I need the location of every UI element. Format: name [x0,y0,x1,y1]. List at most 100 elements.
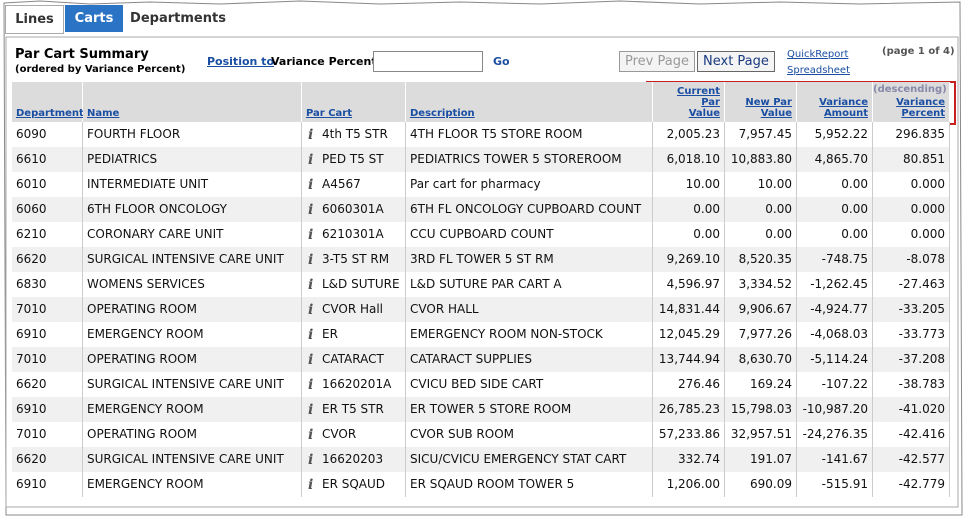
table-cell: 0.000 [873,197,950,222]
info-icon[interactable]: i [308,402,314,418]
position-link[interactable]: Position to [207,55,274,68]
table-cell: 6610 [12,147,83,172]
column-header[interactable]: Variance Amount [797,82,873,122]
tab[interactable]: Lines [5,5,64,34]
table-cell: CVICU BED SIDE CART [406,372,653,397]
table-cell: CORONARY CARE UNIT [83,222,302,247]
table-cell: 5,952.22 [797,122,873,147]
info-icon[interactable]: i [308,252,314,268]
table-cell: EMERGENCY ROOM NON-STOCK [406,322,653,347]
table-cell: 6090 [12,122,83,147]
table-cell: -4,924.77 [797,297,873,322]
column-header-text[interactable]: Par Cart [306,108,353,119]
column-header-text[interactable]: Variance Percent [896,97,945,119]
info-icon[interactable]: i [308,427,314,443]
table-cell: OPERATING ROOM [83,422,302,447]
table-cell: 332.74 [653,447,725,472]
table-cell: -141.67 [797,447,873,472]
table-cell: 57,233.86 [653,422,725,447]
table-cell: 12,045.29 [653,322,725,347]
table-cell: 14,831.44 [653,297,725,322]
info-icon[interactable]: i [308,177,314,193]
table-cell: 0.00 [797,197,873,222]
table-cell: SICU/CVICU EMERGENCY STAT CART [406,447,653,472]
tab-active[interactable]: Carts [65,5,123,32]
column-header-text[interactable]: Name [87,108,120,119]
table-cell: ER SQAUD ROOM TOWER 5 [406,472,653,497]
info-icon[interactable]: i [308,477,314,493]
table-cell: CATARACT [302,347,406,372]
position-input[interactable] [373,51,483,72]
table-cell: CCU CUPBOARD COUNT [406,222,653,247]
table-cell: ER [302,322,406,347]
table-cell: 3-T5 ST RM [302,247,406,272]
table-cell: 276.46 [653,372,725,397]
column-header[interactable]: Name [83,82,302,122]
go-button[interactable]: Go [493,55,510,68]
info-icon[interactable]: i [308,152,314,168]
table-cell: 4th T5 STR [302,122,406,147]
column-header-text[interactable]: Variance Amount [819,97,868,119]
column-header-text[interactable]: New Par Value [745,97,792,119]
column-header[interactable]: Variance Percent [873,82,950,122]
table-cell: CVOR HALL [406,297,653,322]
spreadsheet[interactable]: Spreadsheet [787,65,850,76]
table-cell: 7,977.26 [725,322,797,347]
info-icon[interactable]: i [308,452,314,468]
table-cell: 6910 [12,322,83,347]
info-icon[interactable]: i [308,202,314,218]
table-cell: CATARACT SUPPLIES [406,347,653,372]
table-cell: -37.208 [873,347,950,372]
table-cell: INTERMEDIATE UNIT [83,172,302,197]
column-header-text[interactable]: Description [410,108,475,119]
column-header-text[interactable]: Current Par Value [676,86,720,119]
table-cell: -10,987.20 [797,397,873,422]
table-cell: ER T5 STR [302,397,406,422]
table-cell: 6210 [12,222,83,247]
table-cell: EMERGENCY ROOM [83,322,302,347]
info-icon[interactable]: i [308,127,314,143]
table-cell: 15,798.03 [725,397,797,422]
table-cell: ER TOWER 5 STORE ROOM [406,397,653,422]
table-cell: -42.577 [873,447,950,472]
info-icon[interactable]: i [308,302,314,318]
column-header-text[interactable]: Department [16,108,84,119]
table-cell: L&D SUTURE [302,272,406,297]
column-header[interactable]: Department [12,82,84,122]
table-cell: SURGICAL INTENSIVE CARE UNIT [83,447,302,472]
next-button[interactable]: Next Page [697,51,775,72]
column-header[interactable]: Description [406,82,653,122]
table-cell: 191.07 [725,447,797,472]
info-icon[interactable]: i [308,352,314,368]
table-cell: 6,018.10 [653,147,725,172]
table-cell: 6620 [12,247,83,272]
table-cell: -42.779 [873,472,950,497]
table-cell: CVOR SUB ROOM [406,422,653,447]
table-cell: 0.00 [797,172,873,197]
info-icon[interactable]: i [308,277,314,293]
table-cell: 0.000 [873,222,950,247]
tab[interactable]: Departments [130,11,226,26]
column-header[interactable]: Current Par Value [653,82,725,122]
info-icon[interactable]: i [308,227,314,243]
table-cell: A4567 [302,172,406,197]
column-header[interactable]: Par Cart [302,82,406,122]
info-icon[interactable]: i [308,377,314,393]
prev-button[interactable]: Prev Page [619,51,695,72]
table-cell: -41.020 [873,397,950,422]
table-cell: 0.00 [653,197,725,222]
table-cell: OPERATING ROOM [83,297,302,322]
table-cell: 6830 [12,272,83,297]
info-icon[interactable]: i [308,327,314,343]
table-cell: -748.75 [797,247,873,272]
table-cell: 3RD FL TOWER 5 ST RM [406,247,653,272]
table-cell: PED T5 ST [302,147,406,172]
table-cell: 6060 [12,197,83,222]
quick-report[interactable]: QuickReport [787,49,849,60]
table-cell: 3,334.52 [725,272,797,297]
table-cell: 4TH FLOOR T5 STORE ROOM [406,122,653,147]
table-cell: PEDIATRICS TOWER 5 STOREROOM [406,147,653,172]
table-cell: 4,865.70 [797,147,873,172]
column-header[interactable]: New Par Value [725,82,797,122]
